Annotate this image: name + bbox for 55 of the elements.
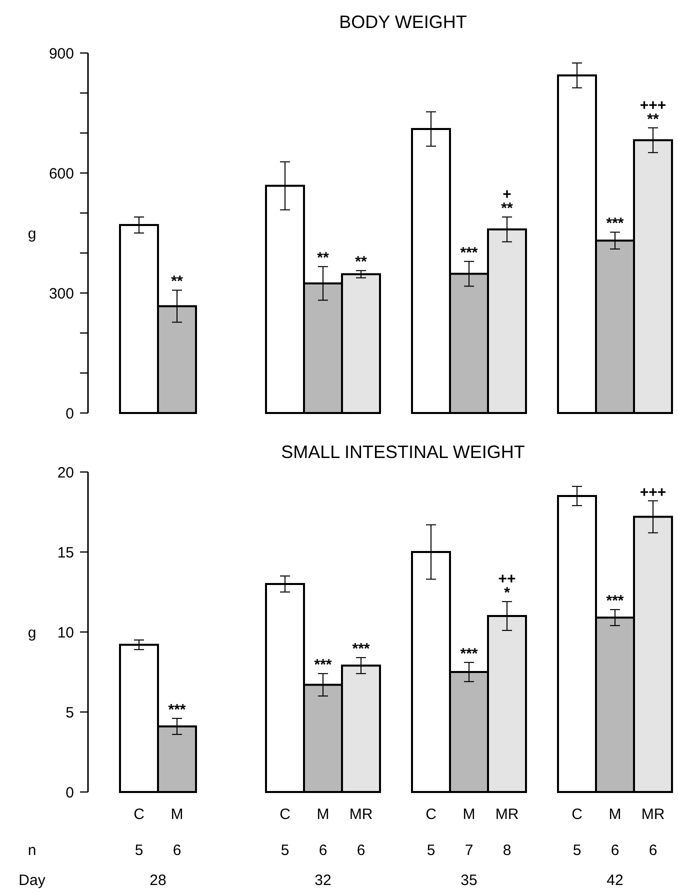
y-tick-label: 0 bbox=[66, 405, 74, 422]
chart-title: SMALL INTESTINAL WEIGHT bbox=[281, 442, 525, 462]
data-label: +++ bbox=[640, 484, 666, 501]
data-label: *** bbox=[606, 592, 624, 610]
y-tick-label: 300 bbox=[48, 285, 74, 302]
text: 6 bbox=[172, 842, 182, 859]
text: 6 bbox=[356, 842, 366, 859]
data-label: *** bbox=[606, 215, 624, 232]
series-label: M bbox=[170, 806, 184, 823]
text: M bbox=[462, 806, 476, 823]
chart-title: BODY WEIGHT bbox=[339, 12, 467, 32]
y-tick-label: 900 bbox=[48, 45, 74, 62]
text: n bbox=[28, 842, 36, 859]
series-label: MR bbox=[349, 806, 373, 823]
data-label: ** bbox=[171, 273, 183, 290]
data-label: ** bbox=[317, 250, 329, 267]
text: 5 bbox=[280, 842, 290, 859]
text: 5 bbox=[572, 842, 582, 859]
text: 8 bbox=[502, 842, 512, 859]
data-label: *** bbox=[460, 244, 478, 262]
text: 6 bbox=[318, 842, 328, 859]
text: 5 bbox=[426, 842, 436, 859]
x-tick-label: 35 bbox=[460, 872, 478, 889]
y-tick-label: 600 bbox=[48, 165, 74, 182]
text: MR bbox=[641, 806, 665, 823]
x-tick-label: 42 bbox=[606, 872, 624, 889]
y-axis-title: g bbox=[28, 225, 36, 242]
text: C bbox=[426, 806, 436, 823]
y-tick-label: 5 bbox=[66, 704, 74, 722]
data-label: +++ ** bbox=[640, 96, 666, 128]
series-label: C bbox=[134, 806, 145, 823]
y-axis-title: g bbox=[28, 624, 36, 642]
data-label: ++ * bbox=[498, 570, 516, 602]
y-tick-label: 20 bbox=[57, 464, 74, 482]
text: C bbox=[572, 806, 582, 823]
x-tick-label: 28 bbox=[150, 872, 166, 889]
text: C bbox=[280, 806, 290, 823]
data-label: + ** bbox=[501, 186, 513, 217]
text: M bbox=[316, 806, 330, 823]
x-axis-title: Day bbox=[18, 872, 46, 889]
data-label: *** bbox=[352, 640, 370, 658]
y-tick-label: 15 bbox=[57, 544, 74, 562]
text: M bbox=[608, 806, 622, 823]
text: 7 bbox=[464, 842, 474, 859]
data-label: ** bbox=[355, 254, 367, 271]
text: 6 bbox=[610, 842, 620, 859]
x-tick-label: 32 bbox=[314, 872, 332, 889]
data-label: *** bbox=[314, 656, 332, 674]
text: 5 bbox=[134, 842, 144, 859]
y-tick-label: 10 bbox=[57, 624, 74, 642]
text: MR bbox=[495, 806, 519, 823]
y-tick-label: 0 bbox=[66, 784, 74, 802]
data-label: *** bbox=[168, 701, 186, 718]
data-label: *** bbox=[460, 645, 478, 662]
text: 6 bbox=[648, 842, 658, 859]
